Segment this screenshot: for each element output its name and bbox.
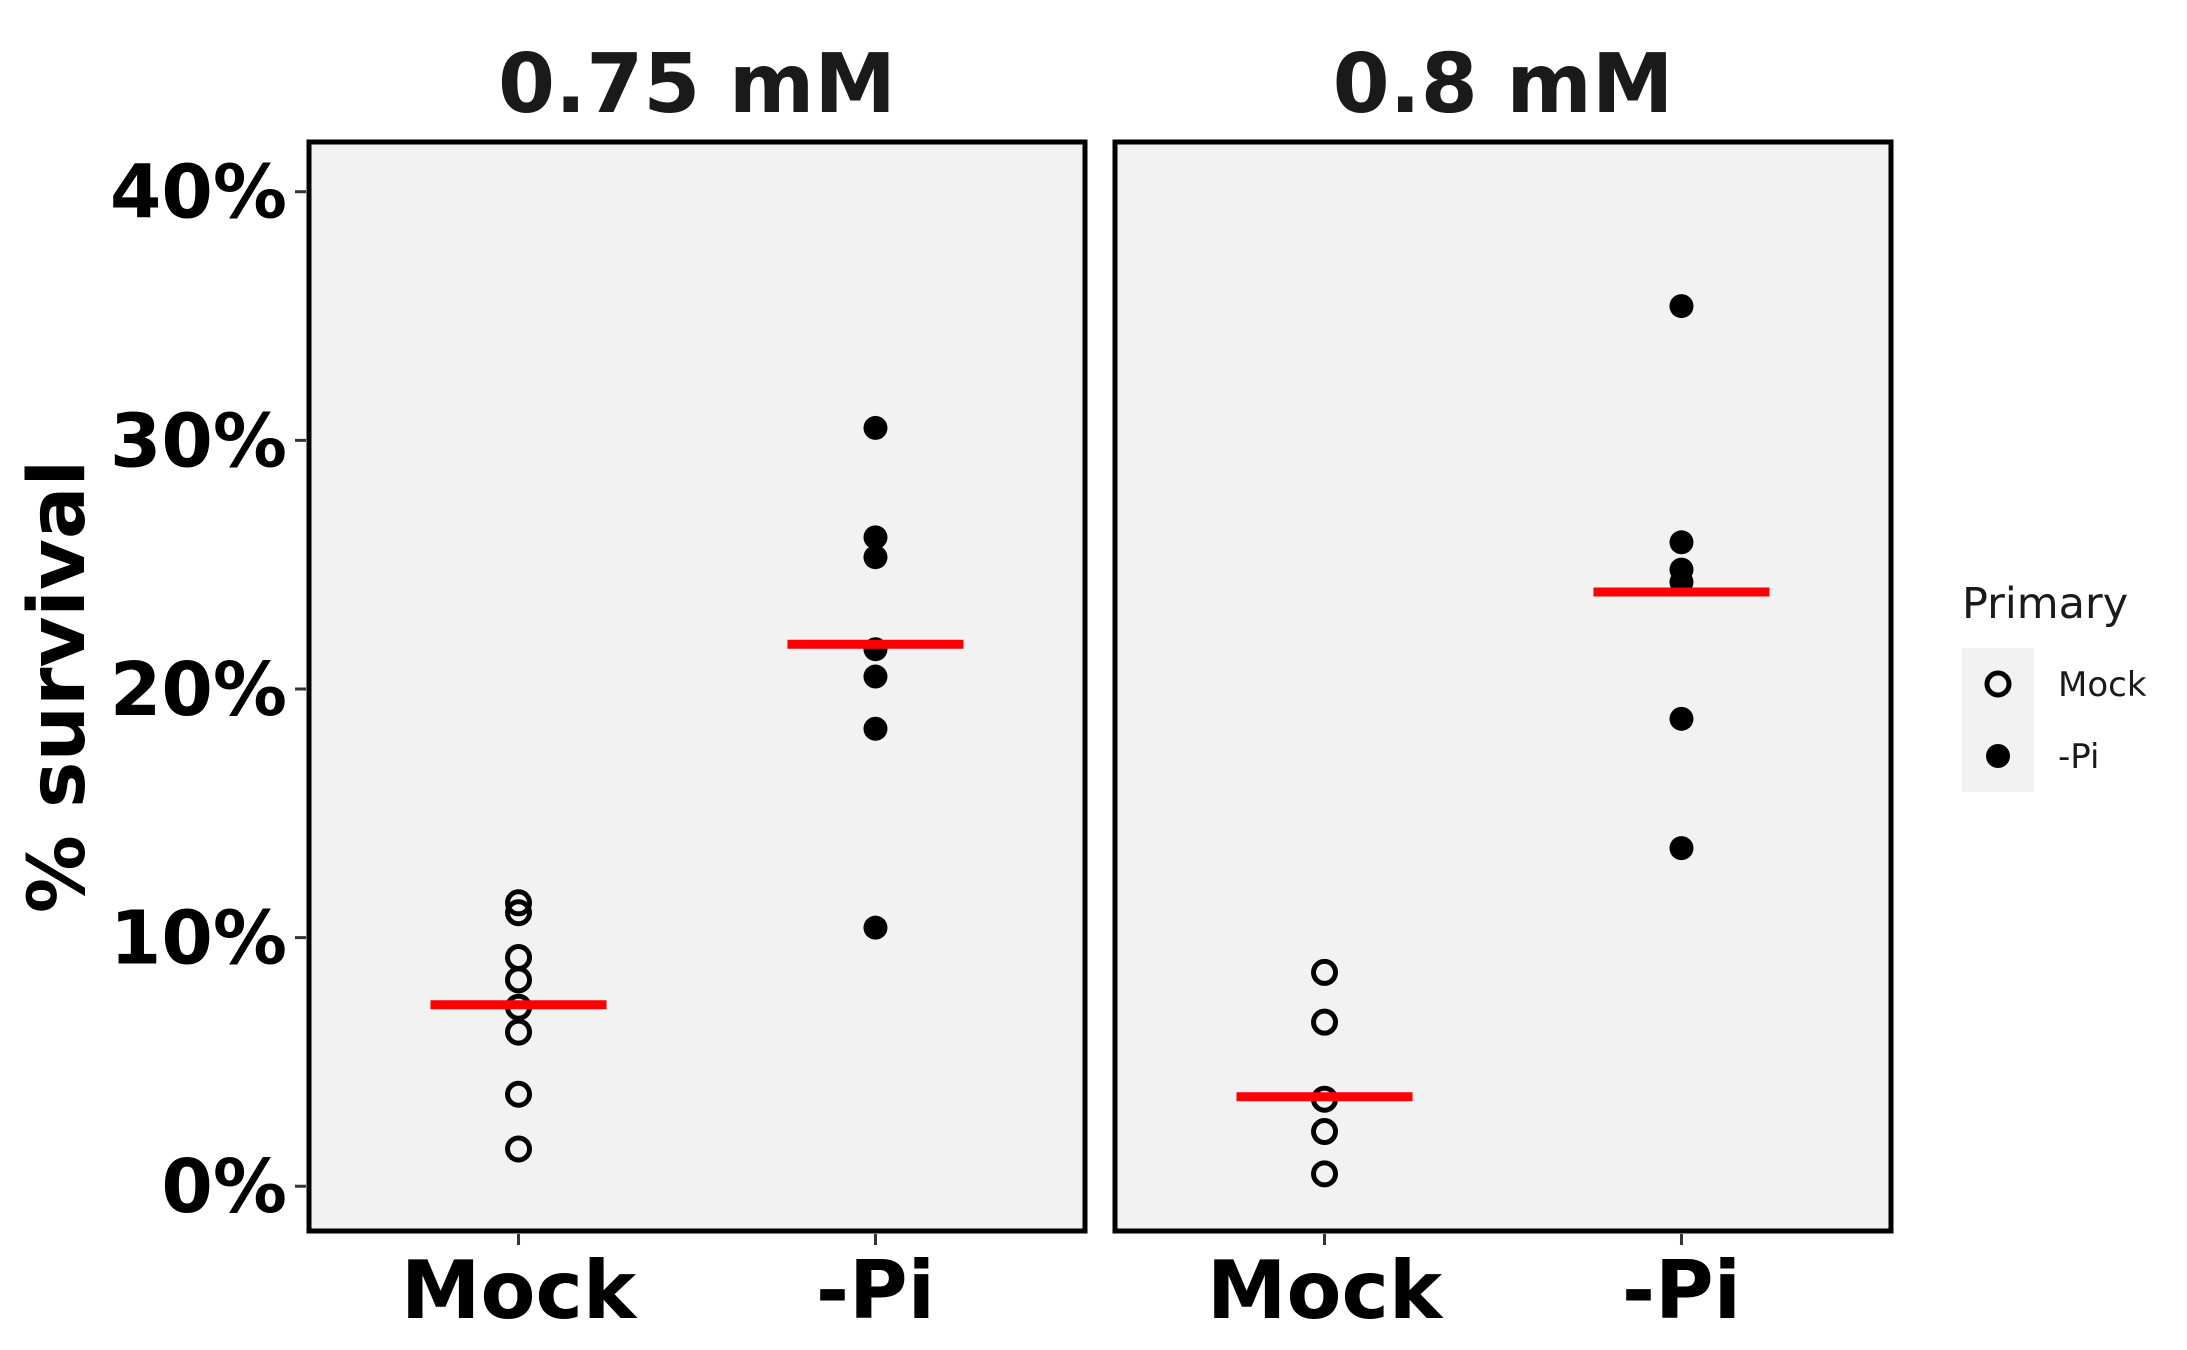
x-tick-label: Mock <box>1207 1244 1444 1337</box>
data-point <box>1311 1160 1339 1188</box>
legend-label: -Pi <box>2058 737 2099 777</box>
y-axis: 0% 10% 20% 30% 40% <box>110 150 306 1230</box>
data-point <box>505 899 533 927</box>
facet-panel-1: 0.75 mM Mock -Pi <box>306 37 1088 1337</box>
data-point <box>1669 294 1694 319</box>
data-point <box>1311 1118 1339 1146</box>
x-tick-label: Mock <box>401 1244 638 1337</box>
data-point <box>505 944 533 972</box>
y-axis-label: % survival <box>13 460 103 914</box>
data-point <box>863 525 888 550</box>
x-tick-label: -Pi <box>1622 1244 1741 1337</box>
filled-circle-icon <box>1986 744 2010 768</box>
data-point <box>863 415 888 440</box>
legend-entry-mock: Mock <box>1984 665 2147 705</box>
data-point <box>505 889 533 917</box>
facet-panel-2: 0.8 mM Mock -Pi <box>1112 37 1894 1337</box>
series-mock <box>430 889 607 1163</box>
x-tick-label: -Pi <box>816 1244 935 1337</box>
data-point <box>1669 557 1694 582</box>
data-point <box>1669 706 1694 731</box>
data-point <box>1311 1008 1339 1036</box>
panel-background <box>1112 139 1894 1234</box>
data-point <box>1669 530 1694 555</box>
y-tick-label: 30% <box>110 398 287 484</box>
legend: Primary Mock -Pi <box>1962 579 2147 792</box>
facets-layer: 0.75 mM Mock -Pi 0.8 mM Mock -Pi <box>306 37 1894 1337</box>
legend-key-background <box>1962 648 2034 792</box>
data-point <box>863 915 888 940</box>
data-point <box>505 1018 533 1046</box>
series-pi <box>1593 294 1770 861</box>
open-circle-icon <box>1984 670 2012 698</box>
data-point <box>505 1135 533 1163</box>
panel-background <box>306 139 1088 1234</box>
legend-title: Primary <box>1962 579 2128 629</box>
y-tick-label: 0% <box>161 1144 287 1230</box>
data-point <box>505 1080 533 1108</box>
legend-label: Mock <box>2058 665 2147 705</box>
facet-title: 0.75 mM <box>498 37 896 132</box>
series-pi <box>787 415 964 940</box>
data-point <box>863 545 888 570</box>
facet-title: 0.8 mM <box>1333 37 1674 132</box>
data-point <box>863 716 888 741</box>
y-tick-label: 10% <box>110 896 287 982</box>
data-point <box>863 664 888 689</box>
legend-entry-pi: -Pi <box>1986 737 2099 777</box>
series-mock <box>1236 958 1413 1188</box>
data-point <box>1669 836 1694 861</box>
data-point <box>1311 958 1339 986</box>
y-tick-label: 40% <box>110 150 287 236</box>
y-tick-label: 20% <box>110 647 287 733</box>
